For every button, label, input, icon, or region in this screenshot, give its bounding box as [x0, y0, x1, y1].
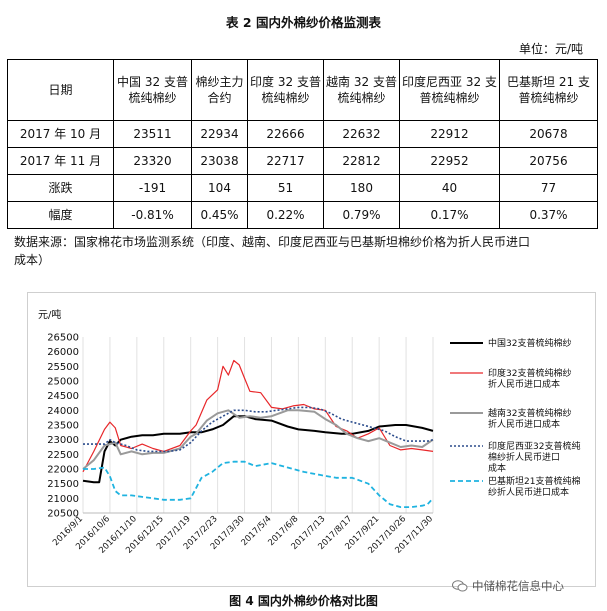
table-cell: 22632	[323, 120, 400, 148]
series-line-indonesia	[83, 406, 434, 453]
table-row: 2017 年 11 月 23320 23038 22717 22812 2295…	[7, 147, 598, 175]
table-cell: 0.79%	[323, 201, 400, 229]
table-cell: 40	[399, 174, 500, 202]
chart-svg: 元/吨 20500 21000 21500 22000 22500 23000 23500 24…	[38, 308, 580, 556]
table-cell: 22666	[247, 120, 324, 148]
y-tick-label: 22000	[47, 465, 79, 476]
y-tick-label: 25000	[47, 377, 79, 388]
table-cell: 22952	[399, 147, 500, 175]
data-source-note: 数据来源：国家棉花市场监测系统（印度、越南、印度尼西亚与巴基斯坦棉纱价格为折人民…	[14, 235, 531, 267]
series-line-vietnam	[82, 409, 434, 470]
table-cell: 77	[499, 174, 598, 202]
chart-legend: 中国32支普梳纯棉纱印度32支普梳纯棉纱折人民币进口成本越南32支普梳纯棉纱折人…	[450, 337, 580, 498]
header-date: 日期	[7, 59, 114, 121]
header-vietnam-32: 越南 32 支普梳纯棉纱	[323, 59, 400, 121]
header-china-32: 中国 32 支普梳纯棉纱	[113, 59, 192, 121]
table-cell: -0.81%	[113, 201, 192, 229]
header-indonesia-32: 印度尼西亚 32 支普梳纯棉纱	[399, 59, 500, 121]
table-row: 2017 年 10 月 23511 22934 22666 22632 2291…	[7, 120, 598, 148]
legend-label-pakistan: 巴基斯坦21支普梳纯棉纱折人民币进口成本	[488, 475, 580, 498]
table-cell: 0.17%	[399, 201, 500, 229]
y-tick-label: 20500	[47, 509, 79, 520]
table-cell: 2017 年 10 月	[7, 120, 114, 148]
legend-label-china: 中国32支普梳纯棉纱	[488, 337, 571, 349]
y-tick-label: 25500	[47, 362, 79, 373]
y-tick-label: 21500	[47, 479, 79, 490]
wechat-icon	[452, 580, 468, 592]
y-tick-label: 22500	[47, 450, 79, 461]
table-cell: 23038	[191, 147, 248, 175]
table-cell: 20756	[499, 147, 598, 175]
table-cell: -191	[113, 174, 192, 202]
table-cell: 幅度	[7, 201, 114, 229]
series-line-china	[82, 415, 434, 484]
table-cell: 涨跌	[7, 174, 114, 202]
table-cell: 0.45%	[191, 201, 248, 229]
table-cell: 20678	[499, 120, 598, 148]
table-header-row: 日期 中国 32 支普梳纯棉纱 棉纱主力合约 印度 32 支普梳纯棉纱 越南 3…	[7, 59, 598, 121]
y-axis-label: 元/吨	[38, 308, 61, 321]
table-cell: 180	[323, 174, 400, 202]
table-cell: 22812	[323, 147, 400, 175]
figure-caption: 图 4 国内外棉纱价格对比图	[229, 594, 378, 608]
table-cell: 0.22%	[247, 201, 324, 229]
series-line-india	[82, 359, 434, 473]
legend-label-indonesia: 印度尼西亚32支普梳纯棉纱折人民币进口成本	[488, 440, 580, 474]
chart-axes: 元/吨 20500 21000 21500 22000 22500 23000 23500 24…	[38, 308, 435, 556]
price-table: 日期 中国 32 支普梳纯棉纱 棉纱主力合约 印度 32 支普梳纯棉纱 越南 3…	[7, 59, 598, 229]
header-india-32: 印度 32 支普梳纯棉纱	[247, 59, 324, 121]
table-cell: 23511	[113, 120, 192, 148]
table-cell: 51	[247, 174, 324, 202]
header-futures: 棉纱主力合约	[191, 59, 248, 121]
series-line-pakistan	[83, 460, 434, 509]
table-cell: 23320	[113, 147, 192, 175]
chart-series	[82, 359, 434, 509]
table-cell: 104	[191, 174, 248, 202]
table-row: 幅度 -0.81% 0.45% 0.22% 0.79% 0.17% 0.37%	[7, 201, 598, 229]
price-chart: 元/吨 20500 21000 21500 22000 22500 23000 23500 24…	[27, 292, 596, 587]
table-cell: 22934	[191, 120, 248, 148]
y-tick-label: 24000	[47, 406, 79, 417]
table-row: 涨跌 -191 104 51 180 40 77	[7, 174, 598, 202]
legend-label-india: 印度32支普梳纯棉纱折人民币进口成本	[488, 367, 571, 390]
watermark: 中储棉花信息中心	[452, 578, 564, 594]
y-tick-label: 23000	[47, 435, 79, 446]
table-cell: 2017 年 11 月	[7, 147, 114, 175]
table-title: 表 2 国内外棉纱价格监测表	[226, 15, 381, 30]
y-tick-label: 23500	[47, 421, 79, 432]
table-cell: 22717	[247, 147, 324, 175]
chart-grid	[82, 337, 434, 513]
unit-label: 单位：元/吨	[518, 42, 583, 56]
table-cell: 0.37%	[499, 201, 598, 229]
table-cell: 22912	[399, 120, 500, 148]
y-tick-label: 21000	[47, 494, 79, 505]
watermark-text: 中储棉花信息中心	[472, 579, 564, 593]
header-pakistan-21: 巴基斯坦 21 支普梳纯棉纱	[499, 59, 598, 121]
legend-label-vietnam: 越南32支普梳纯棉纱折人民币进口成本	[488, 407, 571, 430]
y-tick-label: 24500	[47, 391, 79, 402]
y-tick-label: 26000	[47, 347, 79, 358]
y-tick-label: 26500	[47, 333, 79, 344]
